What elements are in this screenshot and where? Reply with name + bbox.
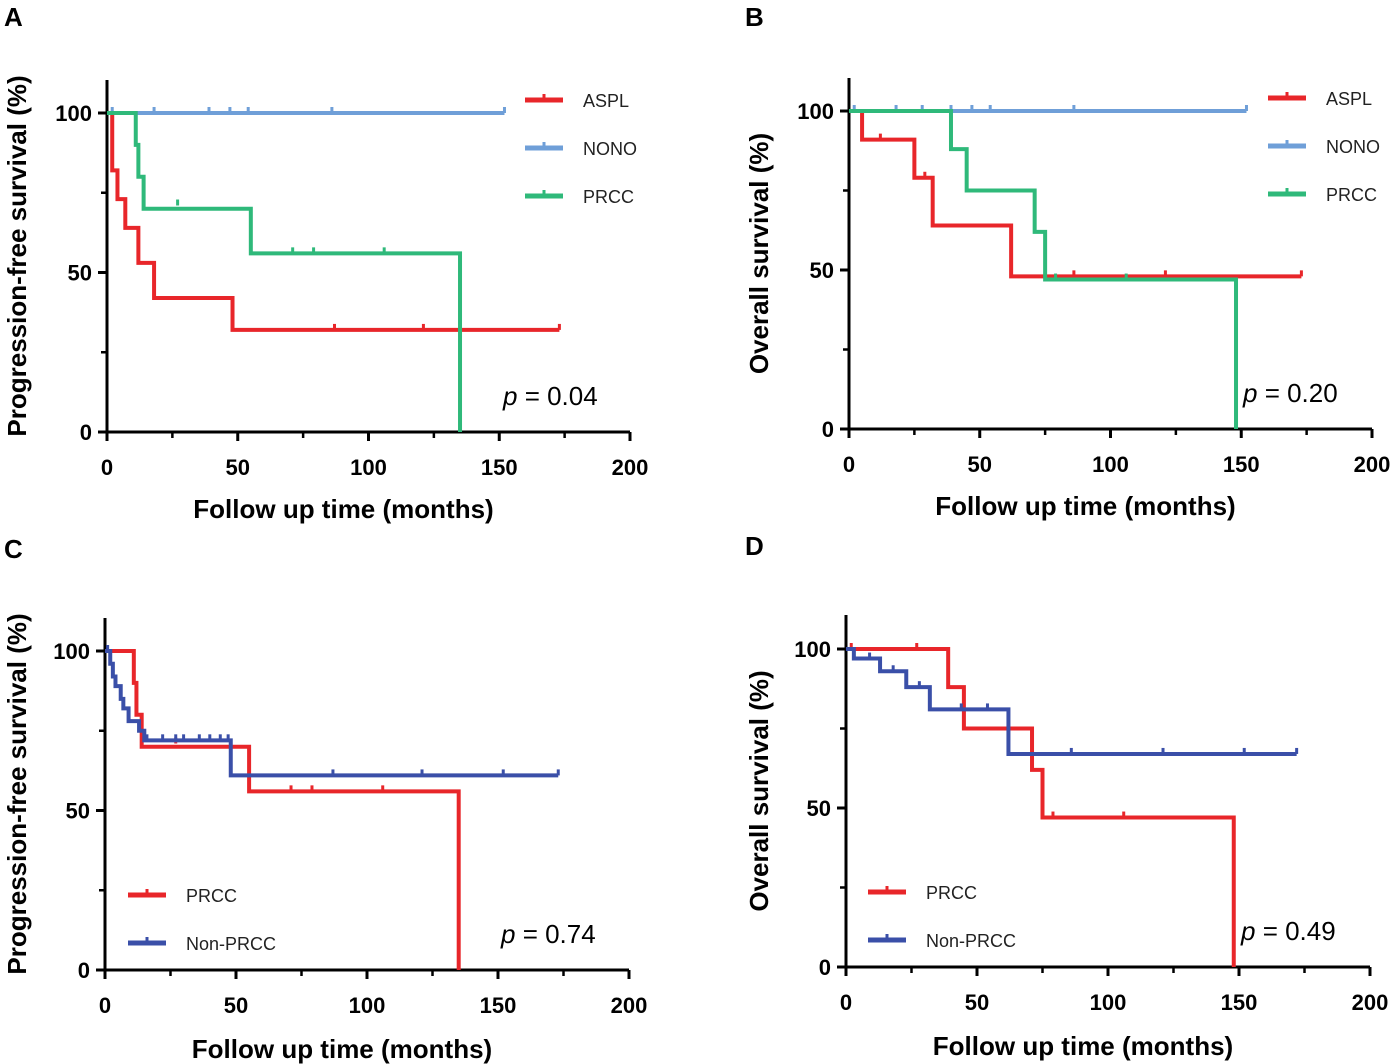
panel-letter: D bbox=[745, 531, 764, 561]
x-tick-label: 0 bbox=[843, 452, 855, 477]
p-symbol: p bbox=[1240, 916, 1255, 946]
x-tick-label: 50 bbox=[965, 990, 989, 1015]
p-value: = 0.20 bbox=[1257, 378, 1337, 408]
x-axis-title: Follow up time (months) bbox=[933, 1031, 1233, 1061]
survival-curve bbox=[105, 649, 461, 970]
x-tick-label: 150 bbox=[480, 993, 517, 1018]
y-axis-title: Progression-free survival (%) bbox=[2, 613, 32, 974]
x-tick-label: 100 bbox=[1090, 990, 1127, 1015]
y-tick-label: 0 bbox=[822, 417, 834, 442]
legend-label: PRCC bbox=[186, 886, 237, 906]
p-symbol: p bbox=[502, 381, 517, 411]
legend-label: Non-PRCC bbox=[926, 931, 1016, 951]
series-non-prcc: Non-PRCC bbox=[105, 645, 560, 954]
x-axis-title: Follow up time (months) bbox=[192, 1034, 492, 1064]
legend-label: PRCC bbox=[1326, 185, 1377, 205]
x-axis-title: Follow up time (months) bbox=[193, 494, 493, 524]
panel-d: D 0 50 100 150 200 0 50 100 Follow up time (month… bbox=[744, 531, 1388, 1061]
y-axis-title: Overall survival (%) bbox=[744, 133, 774, 374]
p-value-text: p = 0.74 bbox=[500, 919, 596, 949]
panel-a: A 0 50 100 150 200 0 50 100 Follow up time (month… bbox=[2, 2, 648, 524]
survival-curve bbox=[849, 109, 1302, 279]
x-tick-label: 200 bbox=[1352, 990, 1389, 1015]
x-tick-label: 50 bbox=[968, 452, 992, 477]
survival-curve bbox=[849, 109, 1239, 429]
legend-label: NONO bbox=[583, 139, 637, 159]
survival-curve bbox=[107, 111, 463, 432]
p-value-text: p = 0.49 bbox=[1240, 916, 1336, 946]
y-axis-title: Progression-free survival (%) bbox=[2, 75, 32, 436]
panel-b: B 0 50 100 150 200 0 50 100 Follow up time (month… bbox=[744, 2, 1390, 521]
panel-letter: C bbox=[4, 534, 23, 564]
x-tick-label: 200 bbox=[612, 455, 649, 480]
p-symbol: p bbox=[1242, 378, 1257, 408]
series-aspl: ASPL bbox=[849, 89, 1372, 279]
x-tick-label: 0 bbox=[99, 993, 111, 1018]
y-tick-label: 50 bbox=[807, 796, 831, 821]
p-symbol: p bbox=[500, 919, 515, 949]
p-value: = 0.74 bbox=[515, 919, 595, 949]
x-tick-label: 150 bbox=[1221, 990, 1258, 1015]
x-tick-label: 50 bbox=[224, 993, 248, 1018]
legend-label: ASPL bbox=[583, 91, 629, 111]
legend-label: PRCC bbox=[583, 187, 634, 207]
series-prcc: PRCC bbox=[849, 109, 1377, 429]
p-value-text: p = 0.20 bbox=[1242, 378, 1338, 408]
survival-curve bbox=[107, 111, 560, 332]
panel-c: C 0 50 100 150 200 0 50 100 Follow up time (month… bbox=[2, 534, 647, 1064]
series-prcc: PRCC bbox=[107, 111, 634, 432]
x-tick-label: 150 bbox=[1223, 452, 1260, 477]
series-aspl: ASPL bbox=[107, 91, 629, 332]
x-tick-label: 150 bbox=[481, 455, 518, 480]
survival-curve bbox=[846, 647, 1236, 967]
series-nono: NONO bbox=[107, 107, 637, 159]
p-value-text: p = 0.04 bbox=[502, 381, 598, 411]
x-tick-label: 50 bbox=[226, 455, 250, 480]
y-axis-title: Overall survival (%) bbox=[744, 670, 774, 911]
legend-label: ASPL bbox=[1326, 89, 1372, 109]
y-tick-label: 0 bbox=[819, 955, 831, 980]
p-value: = 0.49 bbox=[1255, 916, 1335, 946]
y-tick-label: 0 bbox=[80, 420, 92, 445]
x-tick-label: 200 bbox=[1354, 452, 1391, 477]
x-tick-label: 100 bbox=[350, 455, 387, 480]
series-prcc: PRCC bbox=[846, 643, 1236, 967]
x-tick-label: 0 bbox=[101, 455, 113, 480]
x-tick-label: 100 bbox=[349, 993, 386, 1018]
y-tick-label: 100 bbox=[797, 99, 834, 124]
series-prcc: PRCC bbox=[105, 649, 461, 970]
x-axis-title: Follow up time (months) bbox=[935, 491, 1235, 521]
legend-label: PRCC bbox=[926, 883, 977, 903]
y-tick-label: 50 bbox=[810, 258, 834, 283]
y-tick-label: 100 bbox=[53, 639, 90, 664]
x-tick-label: 200 bbox=[611, 993, 648, 1018]
survival-curve bbox=[105, 649, 559, 778]
panel-letter: A bbox=[4, 2, 23, 32]
p-value: = 0.04 bbox=[517, 381, 597, 411]
panel-letter: B bbox=[745, 2, 764, 32]
series-non-prcc: Non-PRCC bbox=[846, 647, 1299, 951]
y-tick-label: 100 bbox=[794, 637, 831, 662]
survival-curve bbox=[846, 647, 1297, 756]
y-tick-label: 100 bbox=[55, 101, 92, 126]
legend-label: Non-PRCC bbox=[186, 934, 276, 954]
x-tick-label: 0 bbox=[840, 990, 852, 1015]
y-tick-label: 0 bbox=[78, 958, 90, 983]
y-tick-label: 50 bbox=[68, 261, 92, 286]
legend-label: NONO bbox=[1326, 137, 1380, 157]
y-tick-label: 50 bbox=[66, 799, 90, 824]
x-tick-label: 100 bbox=[1092, 452, 1129, 477]
